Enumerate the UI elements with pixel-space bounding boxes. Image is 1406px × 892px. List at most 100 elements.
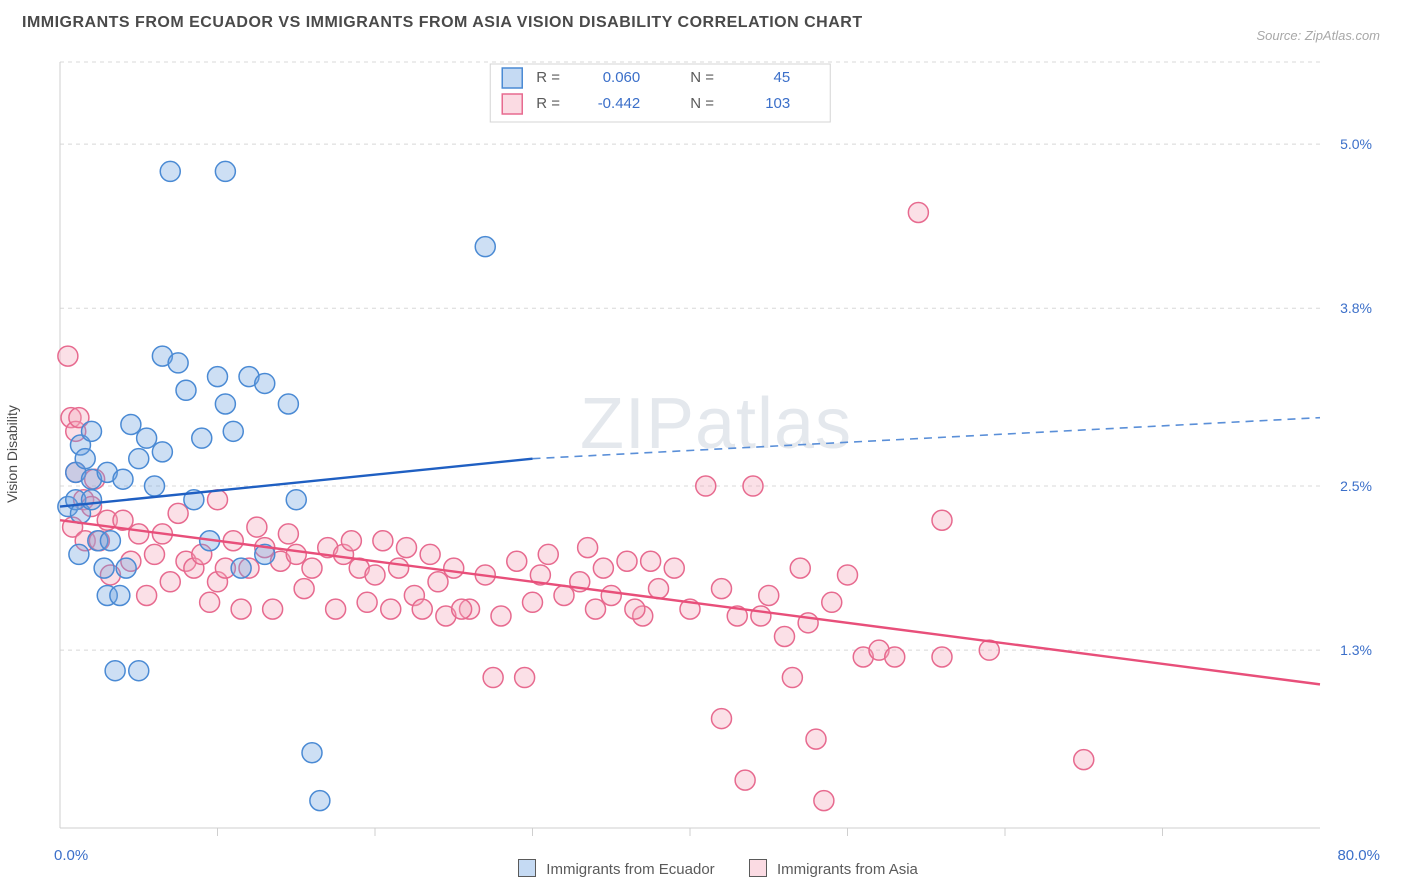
data-point <box>782 668 802 688</box>
data-point <box>397 538 417 558</box>
data-point <box>75 449 95 469</box>
data-point <box>357 592 377 612</box>
data-point <box>326 599 346 619</box>
data-point <box>58 346 78 366</box>
data-point <box>113 469 133 489</box>
data-point <box>105 661 125 681</box>
data-point <box>712 709 732 729</box>
data-point <box>538 544 558 564</box>
data-point <box>129 661 149 681</box>
data-point <box>200 592 220 612</box>
data-point <box>223 421 243 441</box>
data-point <box>286 490 306 510</box>
y-tick-label: 5.0% <box>1340 136 1372 152</box>
legend-label-asia: Immigrants from Asia <box>777 861 918 878</box>
data-point <box>751 606 771 626</box>
data-point <box>215 394 235 414</box>
data-point <box>302 558 322 578</box>
data-point <box>82 490 102 510</box>
legend-r-label: R = <box>536 95 560 112</box>
y-tick-label: 2.5% <box>1340 478 1372 494</box>
data-point <box>100 531 120 551</box>
data-point <box>507 551 527 571</box>
data-point <box>806 729 826 749</box>
legend-r-label: R = <box>536 69 560 86</box>
data-point <box>822 592 842 612</box>
data-point <box>137 428 157 448</box>
data-point <box>168 503 188 523</box>
data-point <box>121 414 141 434</box>
data-point <box>231 599 251 619</box>
legend-n-label: N = <box>690 69 714 86</box>
data-point <box>743 476 763 496</box>
data-point <box>286 544 306 564</box>
data-point <box>444 558 464 578</box>
data-point <box>932 647 952 667</box>
data-point <box>790 558 810 578</box>
data-point <box>152 442 172 462</box>
data-point <box>554 585 574 605</box>
data-point <box>176 380 196 400</box>
data-point <box>208 367 228 387</box>
source-label: Source: ZipAtlas.com <box>1256 28 1380 43</box>
data-point <box>215 161 235 181</box>
y-tick-label: 1.3% <box>1340 642 1372 658</box>
data-point <box>515 668 535 688</box>
data-point <box>278 394 298 414</box>
data-point <box>586 599 606 619</box>
legend-swatch-blue <box>518 859 536 877</box>
data-point <box>381 599 401 619</box>
data-point <box>712 579 732 599</box>
legend-r-value: 0.060 <box>603 69 641 86</box>
data-point <box>208 490 228 510</box>
data-point <box>145 544 165 564</box>
data-point <box>420 544 440 564</box>
data-point <box>735 770 755 790</box>
data-point <box>69 544 89 564</box>
data-point <box>838 565 858 585</box>
data-point <box>412 599 432 619</box>
data-point <box>885 647 905 667</box>
legend-swatch <box>502 94 522 114</box>
data-point <box>475 237 495 257</box>
data-point <box>263 599 283 619</box>
data-point <box>365 565 385 585</box>
data-point <box>231 558 251 578</box>
data-point <box>523 592 543 612</box>
data-point <box>310 791 330 811</box>
data-point <box>578 538 598 558</box>
legend-n-value: 103 <box>765 95 790 112</box>
data-point <box>389 558 409 578</box>
data-point <box>94 558 114 578</box>
data-point <box>192 428 212 448</box>
data-point <box>373 531 393 551</box>
legend-swatch-pink <box>749 859 767 877</box>
data-point <box>255 373 275 393</box>
data-point <box>160 161 180 181</box>
legend-n-label: N = <box>690 95 714 112</box>
data-point <box>696 476 716 496</box>
data-point <box>82 421 102 441</box>
data-point <box>617 551 637 571</box>
y-axis-label: Vision Disability <box>4 405 20 503</box>
bottom-legend: Immigrants from Ecuador Immigrants from … <box>0 859 1406 878</box>
data-point <box>278 524 298 544</box>
chart-area: 1.3%2.5%3.8%5.0%ZIPatlasR =0.060N =45R =… <box>52 58 1380 838</box>
legend-swatch <box>502 68 522 88</box>
data-point <box>129 449 149 469</box>
data-point <box>1074 750 1094 770</box>
chart-title: IMMIGRANTS FROM ECUADOR VS IMMIGRANTS FR… <box>22 14 1384 32</box>
data-point <box>137 585 157 605</box>
data-point <box>247 517 267 537</box>
data-point <box>294 579 314 599</box>
data-point <box>775 627 795 647</box>
data-point <box>341 531 361 551</box>
data-point <box>116 558 136 578</box>
scatter-plot: 1.3%2.5%3.8%5.0%ZIPatlasR =0.060N =45R =… <box>52 58 1380 838</box>
data-point <box>664 558 684 578</box>
data-point <box>601 585 621 605</box>
data-point <box>932 510 952 530</box>
data-point <box>641 551 661 571</box>
data-point <box>483 668 503 688</box>
data-point <box>814 791 834 811</box>
